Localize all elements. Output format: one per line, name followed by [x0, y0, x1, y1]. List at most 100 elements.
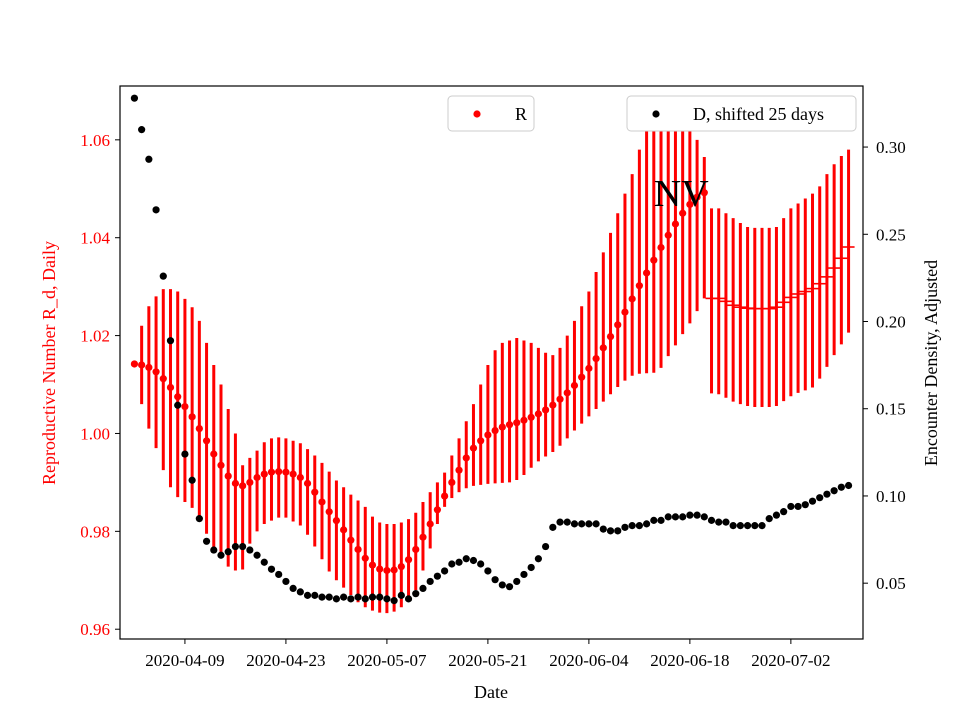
- r-point: [441, 492, 449, 500]
- left-y-axis: 0.96 0.98 1.00 1.02 1.04 1.06: [80, 131, 120, 639]
- r-point: [433, 506, 441, 514]
- r-point: [570, 381, 579, 390]
- d-point: [686, 511, 694, 519]
- d-point: [332, 595, 341, 603]
- d-point: [606, 527, 615, 535]
- d-point: [376, 593, 384, 601]
- legend-d-label: D, shifted 25 days: [693, 104, 824, 124]
- r-point: [556, 395, 564, 403]
- x-axis: 2020-04-09 2020-04-23 2020-05-07 2020-05-21…: [145, 639, 831, 670]
- d-point: [758, 522, 766, 530]
- r-series: [130, 189, 855, 575]
- r-point: [412, 545, 420, 554]
- r-point: [462, 454, 470, 462]
- d-point: [707, 516, 716, 524]
- d-point: [801, 501, 809, 509]
- r-point: [614, 321, 622, 329]
- right-y-axis-label: Encounter Density, Adjusted: [921, 260, 941, 466]
- r-point: [159, 375, 167, 383]
- d-point: [743, 522, 752, 530]
- d-point: [217, 551, 225, 559]
- d-point: [491, 576, 499, 584]
- r-point: [469, 444, 478, 452]
- r-point: [549, 401, 557, 409]
- d-point: [318, 593, 326, 601]
- d-point: [650, 516, 658, 524]
- d-point: [578, 520, 586, 528]
- left-y-tick-label: 0.98: [80, 522, 110, 541]
- d-point: [614, 527, 622, 535]
- d-point: [224, 548, 232, 556]
- d-point: [361, 595, 369, 603]
- d-point: [166, 337, 175, 345]
- d-point: [181, 450, 189, 458]
- d-point: [174, 401, 182, 409]
- legend-r-marker: [473, 110, 481, 118]
- r-point: [585, 364, 593, 372]
- d-point: [311, 591, 319, 599]
- r-point: [563, 389, 571, 397]
- x-tick-label: 2020-06-04: [549, 651, 629, 670]
- r-point: [376, 565, 384, 573]
- d-point: [383, 595, 391, 603]
- legend-d-box: [626, 95, 857, 132]
- r-point: [578, 373, 586, 381]
- d-point: [729, 522, 737, 530]
- d-point: [816, 494, 824, 502]
- d-point: [772, 511, 781, 519]
- d-point: [635, 522, 643, 530]
- d-point: [289, 584, 297, 593]
- d-point: [282, 577, 290, 586]
- d-point: [794, 502, 802, 511]
- r-point: [505, 421, 514, 429]
- r-point: [318, 498, 326, 506]
- d-point: [390, 597, 398, 605]
- r-point: [484, 431, 492, 439]
- r-point: [246, 478, 254, 486]
- left-y-axis-label: Reproductive Number R_d, Daily: [39, 241, 59, 485]
- legend-r-box: [447, 95, 535, 132]
- r-point: [325, 508, 333, 516]
- r-point: [202, 437, 211, 445]
- r-point: [455, 466, 463, 474]
- d-point: [368, 593, 377, 601]
- r-point: [231, 479, 240, 487]
- r-point: [513, 419, 521, 427]
- r-point: [390, 566, 398, 574]
- d-point: [426, 577, 434, 586]
- r-point: [498, 423, 506, 431]
- d-point: [202, 537, 211, 545]
- d-point: [830, 487, 838, 495]
- legend-r: R: [447, 95, 535, 132]
- d-point: [520, 570, 528, 579]
- r-point: [354, 545, 362, 554]
- d-point: [642, 520, 651, 528]
- r-point: [599, 344, 607, 352]
- r-point: [217, 461, 225, 469]
- d-point: [527, 563, 535, 572]
- d-point: [736, 522, 744, 530]
- x-axis-label: Date: [474, 682, 508, 702]
- d-point: [145, 155, 153, 163]
- d-point: [267, 565, 276, 573]
- d-point: [253, 551, 261, 559]
- d-point: [700, 513, 708, 521]
- d-point: [441, 567, 449, 575]
- r-point: [606, 332, 615, 341]
- r-point: [181, 402, 189, 411]
- r-point: [679, 209, 687, 217]
- r-point: [527, 413, 535, 421]
- left-y-tick-label: 1.06: [80, 131, 110, 150]
- right-y-tick-label: 0.25: [876, 225, 906, 244]
- d-point: [498, 581, 506, 589]
- d-point: [563, 518, 571, 526]
- d-point: [787, 502, 795, 511]
- r-point: [534, 410, 542, 418]
- d-point: [340, 593, 348, 601]
- r-point: [188, 413, 196, 421]
- r-point: [239, 482, 247, 490]
- r-point: [174, 393, 182, 401]
- r-point: [635, 282, 643, 290]
- d-point: [397, 591, 405, 599]
- d-point: [837, 483, 845, 491]
